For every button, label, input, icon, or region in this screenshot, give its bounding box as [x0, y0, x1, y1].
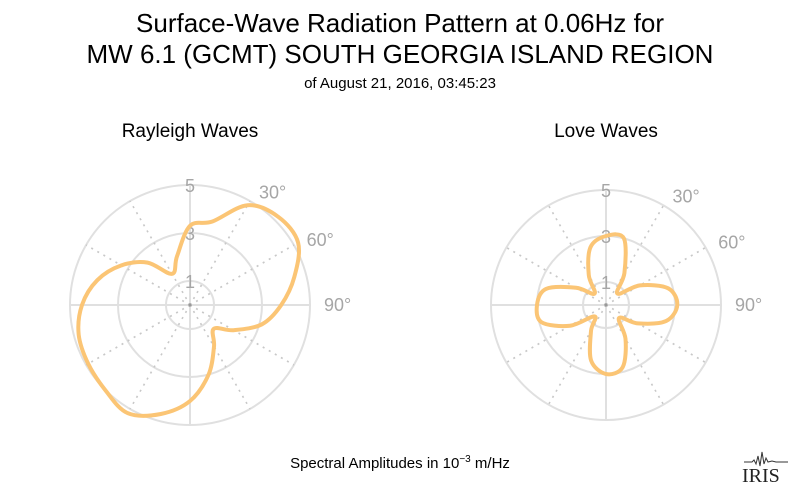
footer-base: 10 [442, 455, 460, 472]
love-r-tick-label: 1 [601, 273, 611, 293]
rayleigh-angle-label: 90° [324, 295, 351, 315]
rayleigh-spoke [189, 244, 295, 306]
love-spoke [547, 205, 607, 306]
rayleigh-spoke [85, 244, 191, 306]
rayleigh-r-tick-label: 1 [185, 272, 195, 292]
love-angle-label: 30° [673, 187, 700, 207]
love-center-dot [604, 303, 608, 307]
footer-prefix: Spectral Amplitudes in [290, 455, 443, 472]
rayleigh-pattern-curve [76, 203, 302, 418]
rayleigh-chart: Rayleigh Waves 1 3 5 30° 60° 90° [69, 121, 351, 426]
iris-logo: IRIS [742, 446, 792, 488]
rayleigh-r-tick-label: 5 [185, 176, 195, 196]
rayleigh-spoke [129, 200, 191, 306]
love-pattern-curve [534, 232, 680, 377]
footer-suffix: m/Hz [470, 455, 510, 472]
page-title: Surface-Wave Radiation Pattern at 0.06Hz… [0, 8, 800, 70]
rayleigh-spoke [189, 200, 251, 306]
rayleigh-angle-label: 60° [307, 230, 334, 250]
page-subtitle: of August 21, 2016, 03:45:23 [304, 75, 496, 92]
rayleigh-spoke [129, 304, 191, 410]
rayleigh-spoke [189, 304, 251, 410]
rayleigh-spoke [85, 304, 191, 366]
love-spoke [506, 304, 607, 364]
love-spoke [605, 304, 665, 405]
love-angle-label: 60° [718, 233, 745, 253]
love-spoke [605, 205, 665, 306]
love-spoke [605, 304, 706, 364]
logo-text: IRIS [742, 465, 780, 487]
love-r-tick-label: 5 [601, 181, 611, 201]
rayleigh-spoke [189, 304, 295, 366]
rayleigh-chart-title: Rayleigh Waves [122, 121, 259, 142]
rayleigh-angle-label: 30° [259, 182, 286, 202]
seismogram-icon [744, 451, 788, 467]
title-line-2: MW 6.1 (GCMT) SOUTH GEORGIA ISLAND REGIO… [86, 39, 714, 69]
love-spoke [506, 246, 607, 306]
rayleigh-center-dot [188, 303, 192, 307]
love-angle-label: 90° [735, 295, 762, 315]
love-spoke [605, 246, 706, 306]
footer-exponent: −3 [459, 454, 471, 465]
rayleigh-r-tick-label: 3 [185, 224, 195, 244]
love-chart-title: Love Waves [554, 121, 658, 142]
footer-label: Spectral Amplitudes in 10−3 m/Hz [0, 454, 800, 472]
title-line-1: Surface-Wave Radiation Pattern at 0.06Hz… [136, 8, 664, 38]
love-spoke [547, 304, 607, 405]
